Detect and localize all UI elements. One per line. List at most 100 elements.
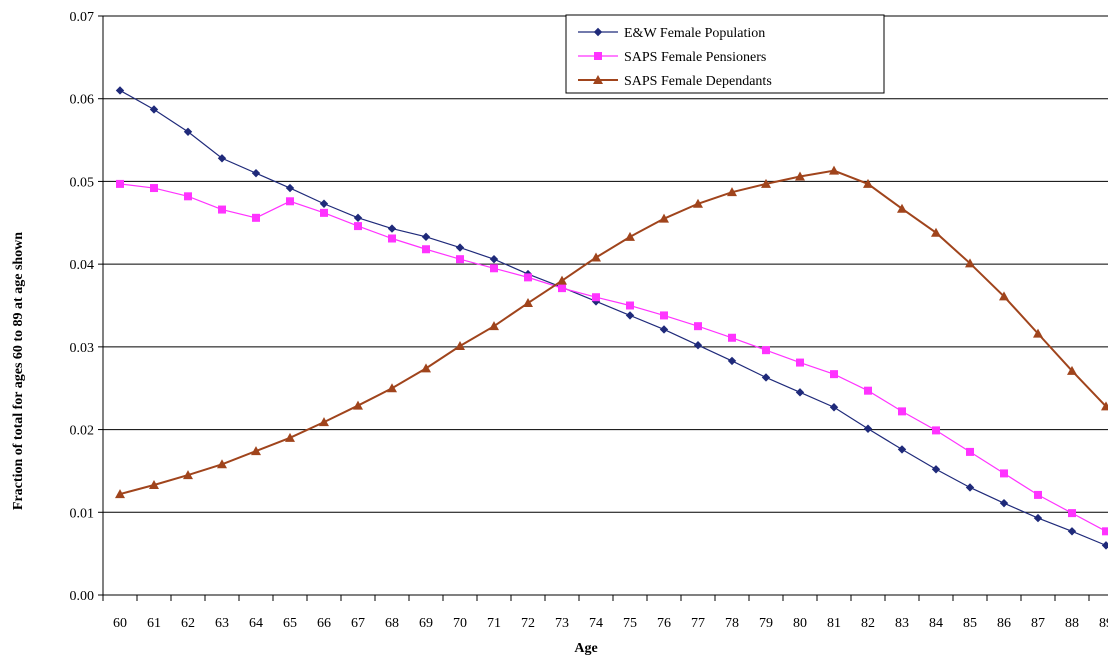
y-tick-label-0.04: 0.04: [70, 258, 95, 273]
point-3-75: [625, 231, 635, 241]
x-tick-label-86: 86: [997, 616, 1011, 631]
point-3-83: [897, 203, 907, 213]
point-3-71: [489, 321, 499, 331]
point-3-66: [319, 417, 329, 427]
point-1-89: [1101, 541, 1108, 550]
point-2-83: [898, 407, 906, 416]
series-1: [115, 86, 1108, 550]
point-1-61: [149, 105, 159, 114]
point-3-64: [251, 446, 261, 456]
point-2-77: [694, 322, 702, 331]
point-2-60: [116, 179, 124, 188]
y-tick-label-0.05: 0.05: [70, 175, 95, 190]
x-tick-label-85: 85: [963, 616, 977, 631]
point-2-62: [184, 192, 192, 201]
y-tick-label-0.00: 0.00: [70, 589, 95, 604]
x-tick-label-82: 82: [861, 616, 875, 631]
x-tick-label-87: 87: [1031, 616, 1045, 631]
point-3-77: [693, 198, 703, 208]
legend-marker-1: [593, 27, 603, 37]
legend-label-2: SAPS Female Pensioners: [624, 50, 766, 65]
series-3: [115, 165, 1108, 499]
point-3-67: [353, 400, 363, 410]
point-2-84: [932, 426, 940, 435]
y-tick-label-0.03: 0.03: [70, 341, 95, 356]
point-2-72: [524, 273, 532, 282]
point-1-81: [829, 403, 839, 412]
point-1-76: [659, 325, 669, 334]
x-tick-label-74: 74: [589, 616, 603, 631]
x-tick-label-76: 76: [657, 616, 671, 631]
point-2-68: [388, 234, 396, 243]
x-tick-labels: 60 61 62 63 64 65 66 67 68 69 70 71 72 73 74 75 76 77 78 79…: [113, 616, 1108, 631]
point-2-63: [218, 205, 226, 214]
point-3-84: [931, 227, 941, 237]
x-tick-label-72: 72: [521, 616, 535, 631]
x-tick-label-81: 81: [827, 616, 841, 631]
point-3-78: [727, 187, 737, 197]
legend: E&W Female Population SAPS Female Pension…: [565, 14, 885, 94]
y-tick-label-0.02: 0.02: [70, 424, 95, 439]
x-tick-label-66: 66: [317, 616, 331, 631]
x-tick-label-69: 69: [419, 616, 433, 631]
x-tick-label-71: 71: [487, 616, 501, 631]
x-tick-label-84: 84: [929, 616, 943, 631]
point-1-80: [795, 388, 805, 397]
series-line-3: [119, 169, 1107, 496]
point-3-69: [421, 363, 431, 373]
point-3-80: [795, 171, 805, 181]
point-3-87: [1033, 328, 1043, 338]
x-tick-label-73: 73: [555, 616, 569, 631]
point-3-68: [387, 383, 397, 393]
point-2-81: [830, 370, 838, 379]
point-3-72: [523, 298, 533, 308]
point-1-86: [999, 498, 1009, 508]
point-3-65: [285, 432, 295, 442]
point-3-70: [455, 341, 465, 351]
x-tick-label-88: 88: [1065, 616, 1079, 631]
point-1-65: [285, 183, 295, 193]
point-1-78: [727, 356, 737, 366]
point-3-85: [965, 258, 975, 268]
series-layer: [115, 86, 1108, 550]
x-tick-label-63: 63: [215, 616, 229, 631]
point-2-66: [320, 208, 328, 217]
point-3-60: [115, 489, 125, 499]
point-2-87: [1034, 490, 1042, 499]
point-1-87: [1033, 513, 1043, 523]
x-tick-label-80: 80: [793, 616, 807, 631]
point-2-70: [456, 255, 464, 264]
series-line-2: [119, 183, 1107, 532]
point-1-85: [965, 483, 975, 492]
y-tick-label-0.06: 0.06: [70, 93, 95, 108]
legend-label-3: SAPS Female Dependants: [624, 74, 772, 89]
point-1-88: [1067, 527, 1077, 536]
point-3-63: [217, 459, 227, 469]
point-2-71: [490, 264, 498, 273]
x-tick-label-78: 78: [725, 616, 739, 631]
point-2-65: [286, 197, 294, 206]
point-1-63: [217, 154, 227, 163]
point-1-79: [761, 373, 771, 382]
point-2-86: [1000, 469, 1008, 478]
point-2-79: [762, 346, 770, 355]
point-3-82: [863, 178, 873, 188]
point-2-73: [558, 284, 566, 293]
legend-box: [565, 14, 885, 94]
x-tick-label-79: 79: [759, 616, 773, 631]
point-1-70: [455, 243, 465, 252]
point-2-67: [354, 222, 362, 231]
gridlines: [103, 15, 1108, 513]
point-1-75: [625, 311, 635, 320]
x-tick-label-60: 60: [113, 616, 127, 631]
point-1-82: [863, 424, 873, 433]
point-1-71: [489, 254, 499, 264]
point-3-79: [761, 178, 771, 188]
point-3-89: [1101, 401, 1108, 411]
point-2-89: [1102, 527, 1108, 536]
point-2-64: [252, 213, 260, 222]
x-tick-label-64: 64: [249, 616, 263, 631]
point-2-88: [1068, 509, 1076, 518]
legend-marker-3: [593, 75, 603, 84]
point-1-62: [183, 127, 193, 136]
